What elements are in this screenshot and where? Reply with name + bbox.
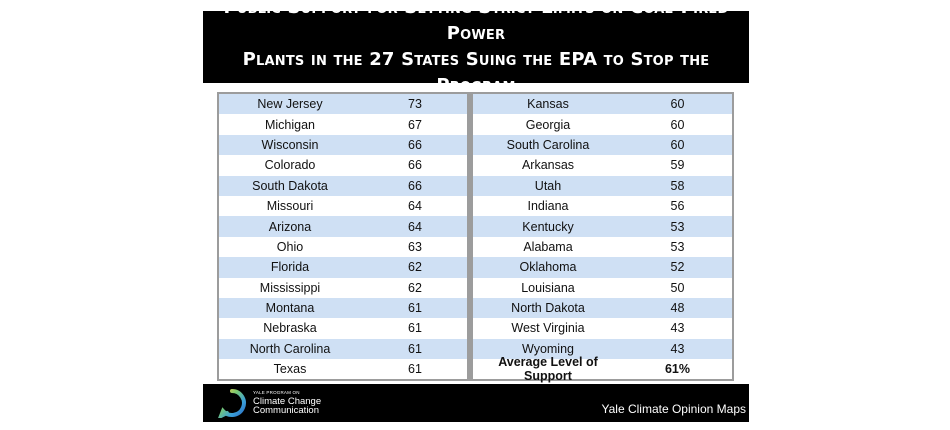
state-name-cell: Georgia [525,117,571,132]
table-left-column: New Jersey 73 Michigan 67 Wisconsin 66 Colorad… [219,94,467,380]
table-row: Colorado 66 [219,155,467,176]
support-value-cell: 66 [408,178,422,193]
state-name-cell: Wyoming [522,341,574,356]
logo-line-2: Communication [253,405,319,416]
table-row: Arizona 64 [219,216,467,237]
support-value-cell: 60 [670,137,685,152]
support-value-cell: 43 [670,321,685,336]
state-name-cell: Michigan [264,117,316,132]
support-value-cell: 66 [408,158,422,173]
support-value-cell: 43 [670,341,685,356]
logo-small-text: YALE PROGRAM ON [253,390,300,395]
state-name-cell: Texas [273,362,307,377]
table-row: Kansas 60 [473,94,732,115]
support-value-cell: 63 [408,239,422,254]
table-row: North Carolina 61 [219,338,467,360]
table-row: Texas 61 [219,359,467,380]
state-name-cell: South Dakota [252,178,328,193]
state-name-cell: Mississippi [259,280,321,295]
support-value-cell: 61% [664,362,691,377]
title-banner: Public Support for Setting Strict Limits… [203,0,749,96]
support-value-cell: 52 [670,260,685,275]
support-value-cell: 53 [670,219,685,234]
support-value-cell: 61 [408,341,422,356]
table-row: Michigan 67 [219,114,467,135]
table-row: Louisiana 50 [473,277,732,298]
table-row: Utah 58 [473,175,732,196]
support-value-cell: 58 [670,178,685,193]
state-name-cell: Kansas [527,97,569,112]
table-row: Mississippi 62 [219,277,467,298]
table-row: South Carolina 60 [473,134,732,156]
table-row: Georgia 60 [473,114,732,135]
support-value-cell: 60 [670,117,685,132]
support-value-cell: 64 [408,219,422,234]
table-row: Nebraska 61 [219,318,467,339]
footer-bar: YALE PROGRAM ON Climate Change Communica… [203,384,749,422]
support-value-cell: 73 [408,97,422,112]
support-value-cell: 64 [408,199,422,214]
state-name-cell: New Jersey [257,97,323,112]
support-value-cell: 61 [408,301,422,316]
table-row: Average Level of Support 61% [473,355,732,383]
support-value-cell: 60 [670,97,685,112]
state-name-cell: Arkansas [521,158,575,173]
table-row: Kentucky 53 [473,216,732,237]
table-row: West Virginia 43 [473,318,732,339]
table-row: Ohio 63 [219,236,467,258]
state-name-cell: Nebraska [263,321,317,336]
support-value-cell: 50 [670,280,685,295]
support-value-cell: 62 [408,260,422,275]
support-value-cell: 66 [408,137,422,152]
table-row: Missouri 64 [219,195,467,217]
state-name-cell: Average Level of Support [498,355,598,384]
support-table: New Jersey 73 Michigan 67 Wisconsin 66 Colorad… [217,92,734,383]
source-label: Yale Climate Opinion Maps [601,402,746,416]
state-name-cell: Florida [270,260,310,275]
table-row: South Dakota 66 [219,175,467,196]
table-row: Wisconsin 66 [219,134,467,156]
state-name-cell: West Virginia [511,321,585,336]
state-name-cell: Montana [265,301,315,316]
support-value-cell: 62 [408,280,422,295]
state-name-cell: Indiana [527,199,569,214]
table-row: Oklahoma 52 [473,257,732,278]
state-name-cell: Arizona [268,219,312,234]
state-name-cell: Louisiana [521,280,575,295]
title-line-1: Public Support for Setting Strict Limits… [223,0,729,44]
state-name-cell: Alabama [523,239,573,254]
state-name-cell: South Carolina [506,137,590,152]
state-name-cell: North Dakota [511,301,585,316]
logo-line-1: Climate Change [253,396,322,407]
table-row: Wyoming 43 [473,338,732,360]
table-row: North Dakota 48 [473,297,732,319]
state-name-cell: Kentucky [522,219,574,234]
table-right-column: Kansas 60 Georgia 60 South Carolina 60 Arkansa… [473,94,732,383]
support-value-cell: 61 [408,321,422,336]
support-value-cell: 56 [670,199,685,214]
title-line-2: Plants in the 27 States Suing the EPA to… [242,49,710,96]
support-value-cell: 53 [670,239,685,254]
table-row: New Jersey 73 [219,94,467,115]
speech-bubble-ring-icon [218,389,246,418]
state-name-cell: Oklahoma [519,260,577,275]
state-name-cell: Wisconsin [261,137,319,152]
table-row: Alabama 53 [473,236,732,258]
table-row: Florida 62 [219,257,467,278]
table-row: Arkansas 59 [473,155,732,176]
state-name-cell: Ohio [276,239,304,254]
table-row: Indiana 56 [473,195,732,217]
support-value-cell: 61 [408,362,422,377]
state-name-cell: Utah [534,178,562,193]
support-value-cell: 67 [408,117,422,132]
state-name-cell: Missouri [266,199,314,214]
support-value-cell: 59 [670,158,685,173]
support-value-cell: 48 [670,301,685,316]
table-row: Montana 61 [219,297,467,319]
state-name-cell: North Carolina [249,341,331,356]
state-name-cell: Colorado [264,158,316,173]
